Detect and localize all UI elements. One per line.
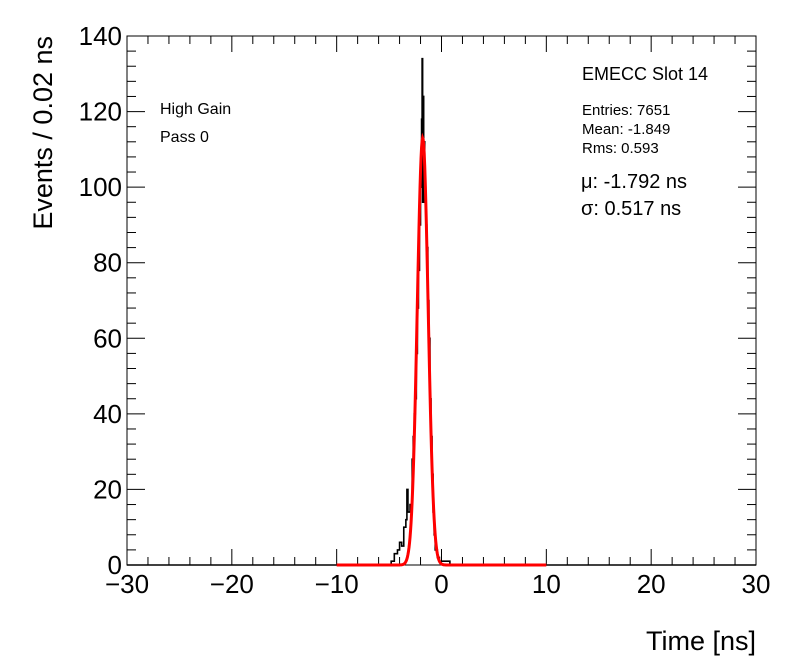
- axis-ticks: [126, 35, 757, 566]
- y-tick-label: 40: [93, 399, 122, 429]
- y-tick-label: 80: [93, 248, 122, 278]
- y-tick-label: 60: [93, 323, 122, 353]
- x-axis-label: Time [ns]: [646, 626, 756, 656]
- stats-mean: Mean: -1.849: [582, 121, 670, 138]
- y-tick-label: 120: [79, 97, 122, 127]
- y-tick-label: 140: [79, 21, 122, 51]
- y-tick-label: 100: [79, 172, 122, 202]
- x-tick-label: 0: [434, 569, 448, 599]
- x-tick-label: −20: [210, 569, 254, 599]
- chart-title: EMECC Slot 14: [582, 64, 708, 84]
- y-axis-label: Events / 0.02 ns: [28, 36, 58, 230]
- y-tick-label: 20: [93, 474, 122, 504]
- x-tick-labels: −30 −20 −10 0 10 20 30: [105, 569, 771, 599]
- fit-mu-label: μ: -1.792 ns: [581, 171, 687, 193]
- stats-rms: Rms: 0.593: [582, 140, 659, 157]
- x-tick-label: −10: [315, 569, 359, 599]
- y-tick-labels: 0 20 40 60 80 100 120 140: [79, 21, 122, 580]
- y-tick-label: 0: [108, 550, 122, 580]
- gain-label: High Gain: [160, 101, 231, 118]
- x-tick-label: 30: [742, 569, 771, 599]
- x-tick-label: 20: [637, 569, 666, 599]
- fit-sigma-label: σ: 0.517 ns: [581, 198, 681, 220]
- x-tick-label: 10: [532, 569, 561, 599]
- fit-curve: [336, 132, 547, 567]
- x-tick-label: −30: [105, 569, 149, 599]
- stats-entries: Entries: 7651: [582, 102, 670, 119]
- pass-label: Pass 0: [160, 129, 209, 146]
